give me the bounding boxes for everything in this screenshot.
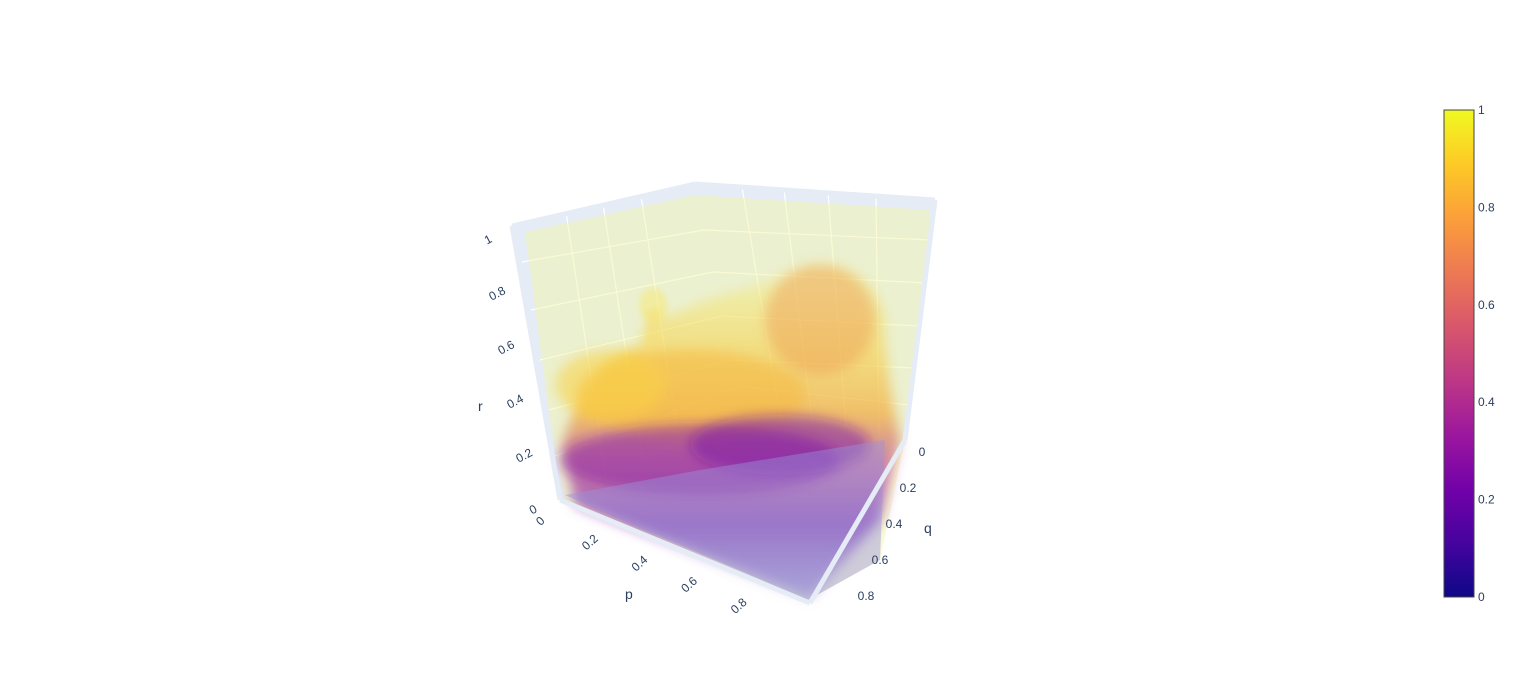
z-axis-title: r: [478, 398, 483, 414]
z-tick-label: 1: [482, 232, 495, 248]
x-tick-label: 0.6: [678, 574, 700, 596]
x-tick-label: 0.8: [728, 595, 750, 617]
colorbar: 0 0.2 0.4 0.6 0.8 1: [1443, 103, 1495, 604]
y-axis-title: q: [924, 520, 932, 536]
colorbar-ticks: 0 0.2 0.4 0.6 0.8 1: [1478, 103, 1495, 604]
colorbar-tick-label: 0.2: [1478, 493, 1495, 507]
x-tick-label: 0: [533, 513, 548, 528]
colorbar-tick-label: 0.8: [1478, 200, 1495, 214]
colorbar-tick-label: 1: [1478, 103, 1485, 117]
y-axis-ticks: 0 0.2 0.4 0.6 0.8: [858, 445, 926, 603]
volume-core: [690, 415, 870, 475]
x-tick-label: 0.2: [579, 531, 601, 553]
y-tick-label: 0.4: [886, 517, 903, 531]
volume-peak: [765, 265, 875, 375]
x-axis-title: p: [625, 586, 633, 602]
y-tick-label: 0.8: [858, 589, 875, 603]
colorbar-tick-label: 0.6: [1478, 298, 1495, 312]
y-tick-label: 0.6: [872, 553, 889, 567]
y-tick-label: 0.2: [900, 481, 917, 495]
volume-glow: [555, 350, 665, 420]
scene-box-edges: [509, 181, 938, 606]
colorbar-tick-label: 0.4: [1478, 395, 1495, 409]
volume-cloud: [525, 195, 930, 600]
x-tick-label: 0.4: [629, 552, 651, 574]
y-tick-label: 0: [919, 445, 926, 459]
z-tick-label: 0.6: [495, 337, 517, 357]
colorbar-tick-label: 0: [1478, 590, 1485, 604]
volume-base: [565, 440, 885, 600]
volume-plume-stem: [646, 310, 660, 355]
colorbar-gradient: [1443, 109, 1475, 598]
z-tick-label: 0.2: [513, 445, 535, 465]
z-tick-label: 0.8: [486, 283, 508, 303]
z-tick-label: 0.4: [504, 391, 526, 411]
